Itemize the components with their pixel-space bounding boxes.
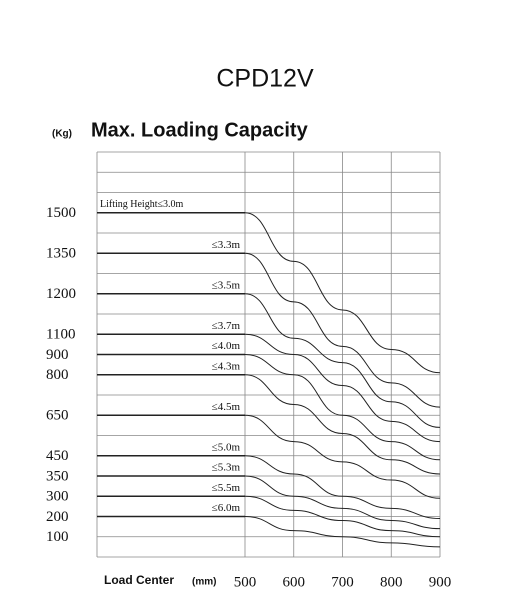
series-label: ≤3.5m xyxy=(212,279,241,291)
y-tick-label: 200 xyxy=(46,509,69,525)
capacity-curve xyxy=(244,293,441,428)
capacity-curve xyxy=(244,516,441,548)
series-label: ≤3.7m xyxy=(212,320,241,332)
y-tick-label: 300 xyxy=(46,489,69,505)
x-tick-label: 800 xyxy=(380,574,403,590)
series-label: ≤5.3m xyxy=(212,462,241,474)
chart-title: CPD12V xyxy=(216,65,314,93)
x-tick-label: 700 xyxy=(331,574,354,590)
chart-subtitle: Max. Loading Capacity xyxy=(91,119,309,141)
series-label: ≤3.3m xyxy=(212,239,241,251)
y-tick-label: 100 xyxy=(46,529,69,545)
x-tick-label: 500 xyxy=(234,574,257,590)
x-axis-unit: (mm) xyxy=(192,577,216,588)
x-tick-label: 900 xyxy=(429,574,452,590)
capacity-curve xyxy=(244,333,441,443)
series-label: Lifting Height≤3.0m xyxy=(100,199,183,210)
series-label: ≤4.5m xyxy=(212,401,241,413)
capacity-curve xyxy=(244,212,441,374)
series-label: ≤4.0m xyxy=(212,340,241,352)
y-axis-label: (Kg) xyxy=(52,129,72,140)
capacity-curve xyxy=(244,252,441,408)
capacity-curve xyxy=(244,455,441,520)
series-label: ≤5.0m xyxy=(212,441,241,453)
capacity-curve xyxy=(244,495,441,538)
capacity-curve xyxy=(244,475,441,530)
series-label: ≤6.0m xyxy=(212,502,241,514)
y-tick-label: 1200 xyxy=(46,286,76,302)
y-tick-label: 900 xyxy=(46,347,69,363)
y-tick-label: 1500 xyxy=(46,205,76,221)
y-tick-label: 800 xyxy=(46,367,69,383)
series-label: ≤5.5m xyxy=(212,482,241,494)
y-tick-label: 650 xyxy=(46,408,69,424)
x-tick-label: 600 xyxy=(283,574,306,590)
series-label: ≤4.3m xyxy=(212,360,241,372)
capacity-curve xyxy=(244,354,441,461)
y-tick-label: 1350 xyxy=(46,246,76,262)
y-tick-label: 1100 xyxy=(46,327,75,343)
y-tick-label: 350 xyxy=(46,468,69,484)
capacity-curve xyxy=(244,414,441,499)
y-tick-label: 450 xyxy=(46,448,69,464)
x-axis-label: Load Center xyxy=(104,573,174,587)
capacity-curve xyxy=(244,374,441,475)
